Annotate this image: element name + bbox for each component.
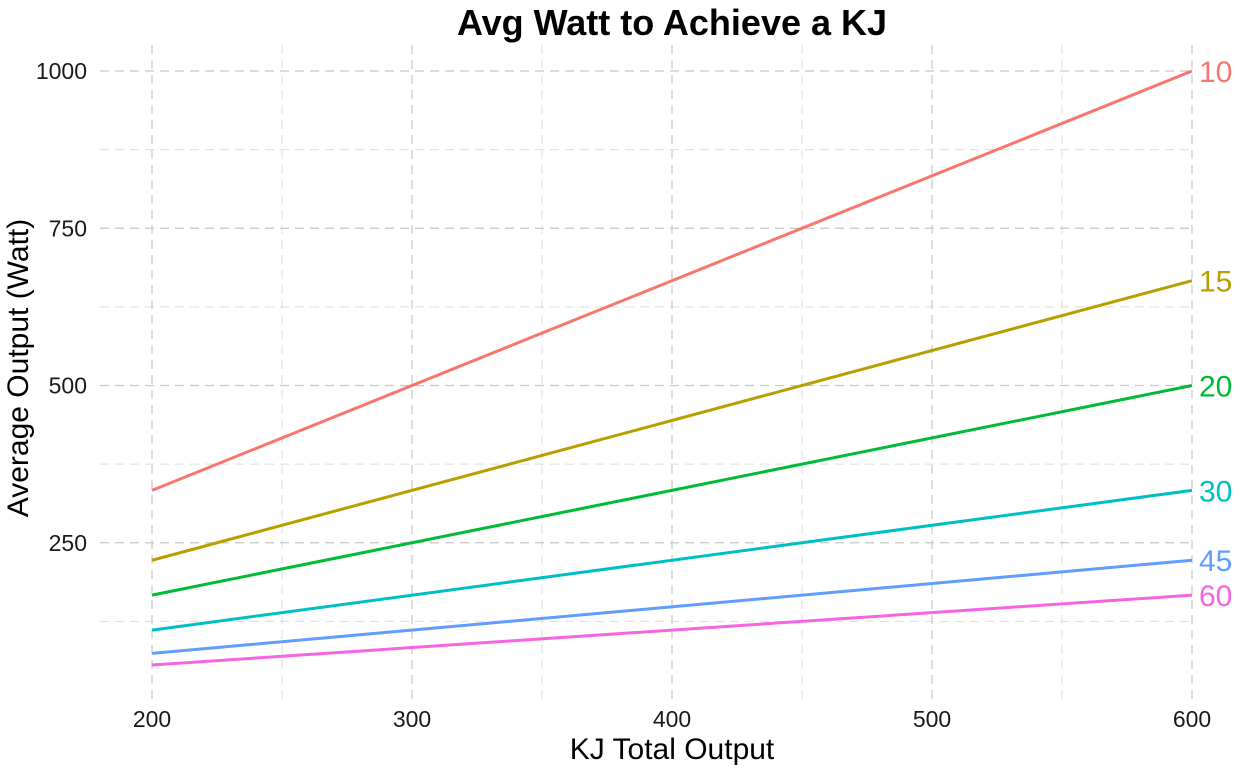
x-axis-title: KJ Total Output [570, 733, 775, 766]
series-line-45 [151, 558, 1193, 655]
series-label-60: 60 [1199, 580, 1232, 613]
series-line-20 [151, 384, 1193, 597]
y-tick-label: 250 [49, 530, 87, 556]
y-tick-label: 500 [49, 373, 87, 399]
series-layer [151, 69, 1193, 667]
x-tick-label: 400 [653, 706, 691, 732]
series-line-60 [151, 593, 1193, 667]
x-tick-label: 200 [133, 706, 171, 732]
x-tick-label: 500 [913, 706, 951, 732]
series-label-30: 30 [1199, 475, 1232, 508]
grid-layer [100, 45, 1193, 700]
series-label-45: 45 [1199, 545, 1232, 578]
series-label-20: 20 [1199, 371, 1232, 404]
series-line-30 [151, 488, 1193, 632]
y-axis-title: Average Output (Watt) [2, 219, 35, 517]
series-label-15: 15 [1199, 266, 1232, 299]
y-tick-label: 750 [49, 215, 87, 241]
tick-label-layer: 200 300 400 500 600 250 500 750 1000 [36, 58, 1211, 732]
x-tick-label: 600 [1173, 706, 1211, 732]
x-tick-label: 300 [393, 706, 431, 732]
series-line-10 [151, 69, 1193, 492]
chart-title: Avg Watt to Achieve a KJ [457, 2, 887, 43]
y-tick-label: 1000 [36, 58, 87, 84]
series-line-15 [151, 279, 1193, 562]
series-label-10: 10 [1199, 56, 1232, 89]
